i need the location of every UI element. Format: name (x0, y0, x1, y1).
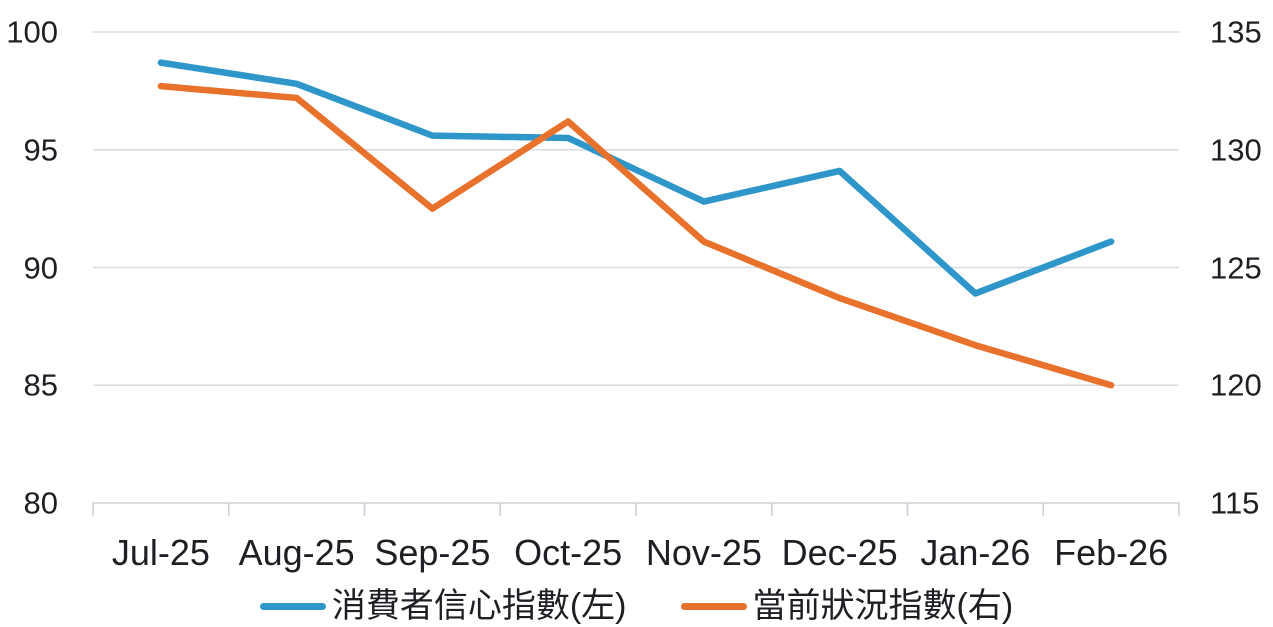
y-axis-left-tick-label: 85 (23, 367, 58, 403)
y-axis-right-tick-label: 125 (1210, 250, 1262, 285)
x-axis-tick-label: Jan-26 (920, 532, 1031, 573)
x-axis-tick-label: Nov-25 (645, 532, 762, 573)
y-axis-left-tick-label: 80 (23, 485, 58, 521)
x-axis-tick-label: Dec-25 (781, 532, 898, 573)
x-axis-tick-label: Jul-25 (111, 532, 210, 573)
y-axis-right-tick-label: 120 (1210, 367, 1262, 403)
legend-item-present-situation: 當前狀況指數(右) (680, 587, 1014, 625)
y-axis-right-tick-label: 115 (1210, 485, 1260, 521)
x-axis-tick-label: Oct-25 (514, 532, 623, 573)
legend: 消費者信心指數(左) 當前狀況指數(右) (0, 587, 1273, 625)
y-axis-left-tick-label: 100 (6, 14, 58, 50)
x-axis-tick-label: Sep-25 (374, 532, 491, 573)
y-axis-left-tick-label: 95 (23, 132, 58, 168)
x-axis-tick-label: Feb-26 (1054, 532, 1169, 573)
y-axis-left-tick-label: 90 (23, 250, 58, 285)
legend-label-consumer-confidence: 消費者信心指數(左) (331, 587, 627, 625)
legend-line-swatch-blue (259, 603, 326, 611)
legend-label-present-situation: 當前狀況指數(右) (752, 587, 1014, 625)
legend-item-consumer-confidence: 消費者信心指數(左) (259, 587, 627, 625)
series-line-consumer-confidence (157, 59, 1115, 297)
legend-line-swatch-orange (680, 603, 747, 611)
series-line-present-situation (157, 82, 1115, 389)
y-axis-right-tick-label: 130 (1210, 132, 1262, 168)
y-axis-right-tick-label: 135 (1210, 14, 1262, 50)
x-axis-tick-label: Aug-25 (238, 532, 355, 573)
